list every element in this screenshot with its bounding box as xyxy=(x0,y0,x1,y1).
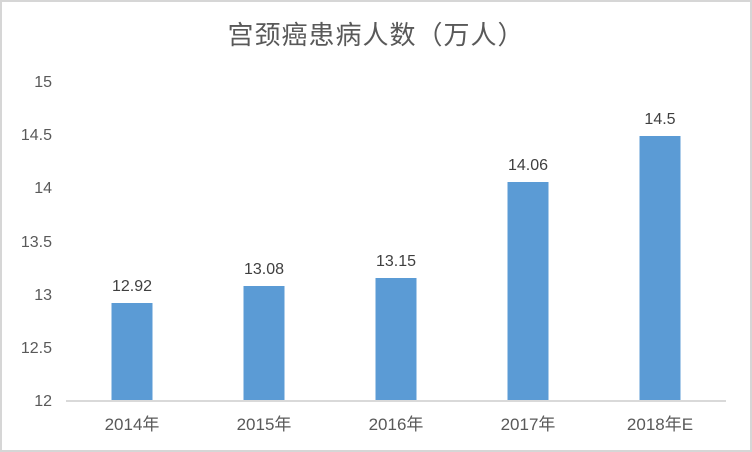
bar-slot: 13.08 xyxy=(198,83,330,400)
y-tick-label: 13.5 xyxy=(20,233,52,251)
x-axis-label: 2016年 xyxy=(368,415,424,434)
x-axis-label: 2017年 xyxy=(500,415,556,434)
y-tick-label: 14 xyxy=(34,180,52,198)
y-tick-label: 13 xyxy=(34,286,52,304)
plot-area: 12.92 13.08 13.15 14.06 14.5 xyxy=(66,83,726,402)
chart-title: 宫颈癌患病人数（万人） xyxy=(227,20,525,50)
bar-slot: 14.06 xyxy=(462,83,594,400)
bar-slot: 14.5 xyxy=(594,83,726,400)
x-axis-label: 2015年 xyxy=(236,415,292,434)
y-tick-label: 14.5 xyxy=(20,127,52,145)
y-axis: 12 12.5 13 13.5 14 14.5 15 xyxy=(2,74,52,410)
x-axis: 2014年 2015年 2016年 2017年 2018年E xyxy=(66,410,726,435)
bar-value-label: 13.15 xyxy=(375,253,417,271)
x-axis-label: 2018年E xyxy=(626,415,694,434)
bar xyxy=(639,135,681,400)
bar-slot: 13.15 xyxy=(330,83,462,400)
bar-value-label: 12.92 xyxy=(111,277,153,295)
bar-value-label: 14.5 xyxy=(644,110,676,128)
y-tick-label: 15 xyxy=(34,74,52,91)
bar-slot: 12.92 xyxy=(66,83,198,400)
x-axis-label: 2014年 xyxy=(104,415,160,434)
bar xyxy=(507,182,549,400)
bar xyxy=(375,278,417,400)
y-tick-label: 12.5 xyxy=(20,339,52,357)
y-tick-label: 12 xyxy=(34,393,52,410)
bar-value-label: 13.08 xyxy=(243,260,285,278)
bar-value-label: 14.06 xyxy=(507,157,549,175)
bar xyxy=(111,302,153,400)
bar xyxy=(243,285,285,400)
